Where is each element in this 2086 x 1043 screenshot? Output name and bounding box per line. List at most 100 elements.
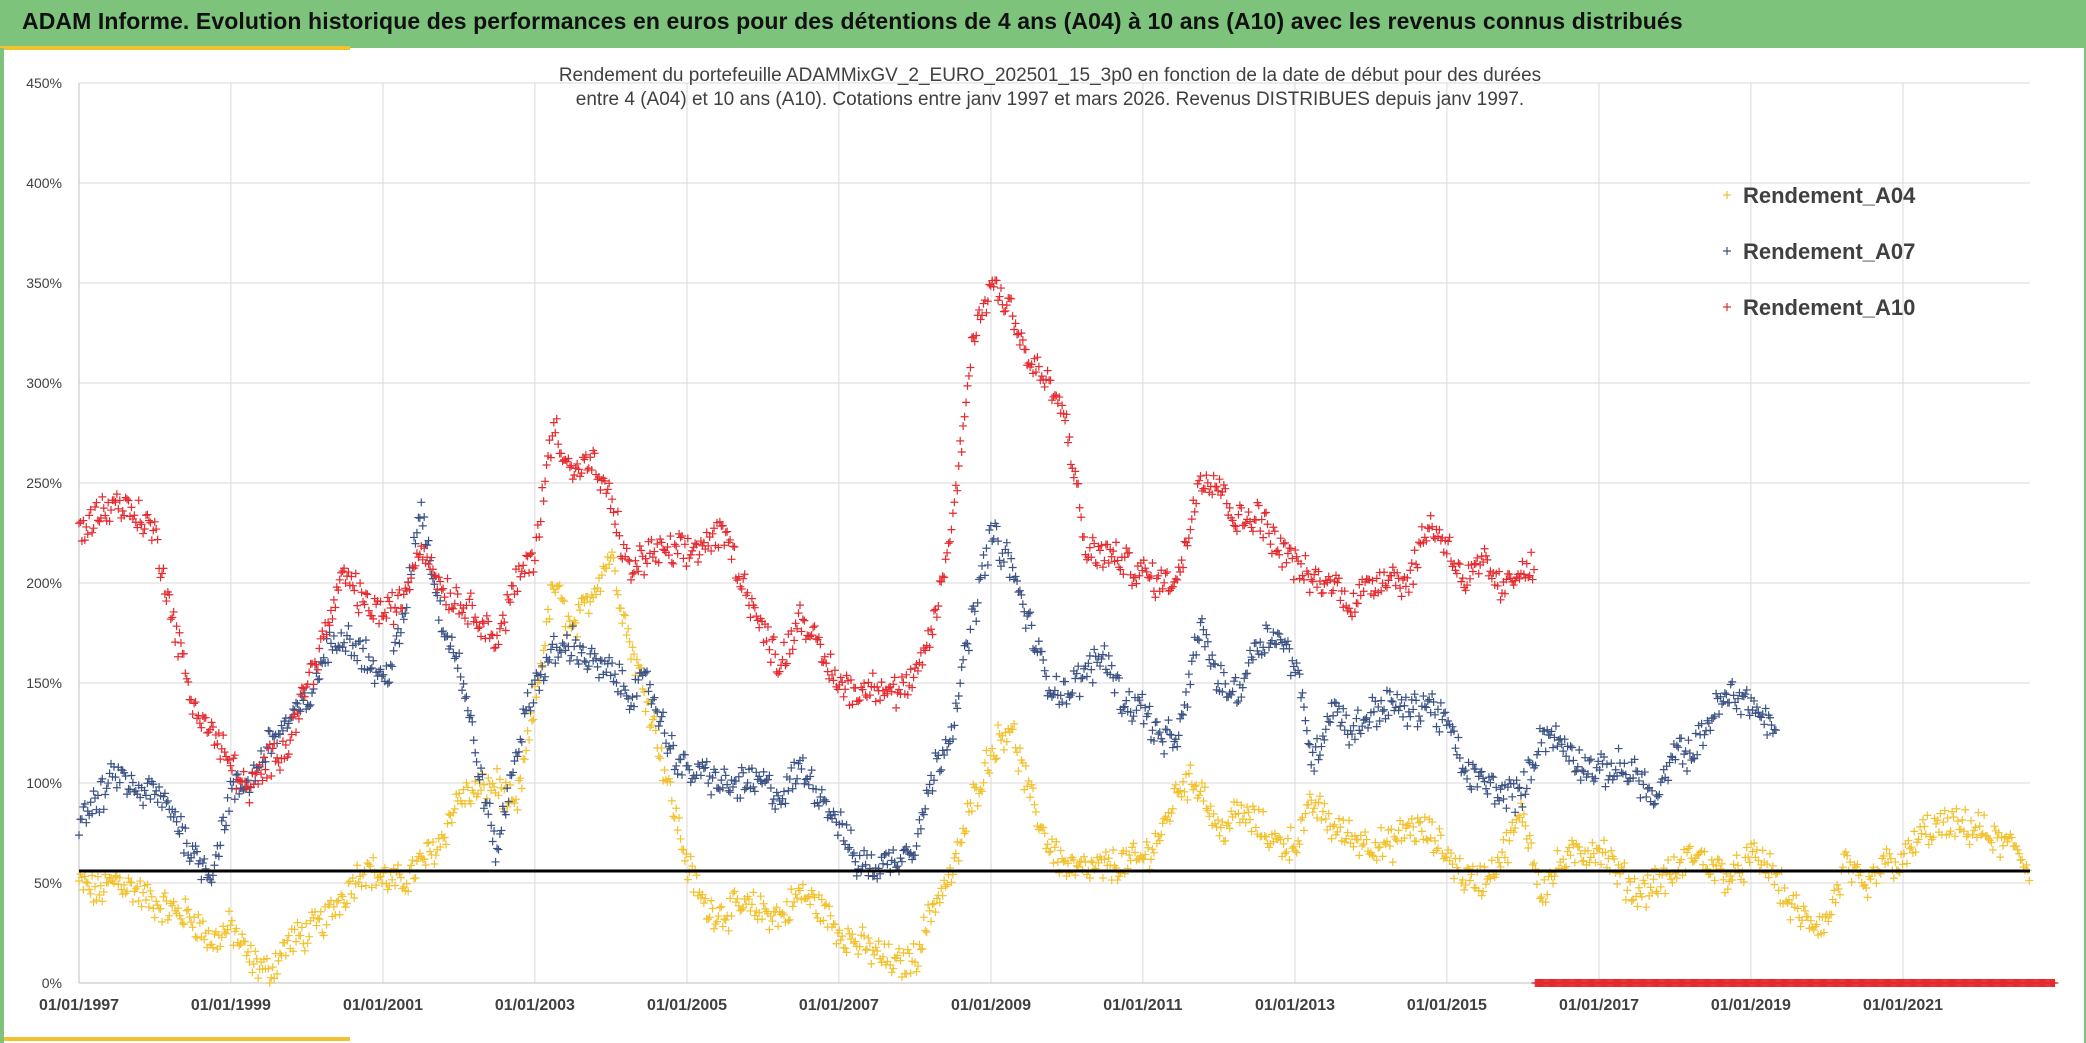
data-point — [292, 937, 301, 946]
data-point — [686, 852, 695, 861]
data-point — [192, 934, 201, 943]
data-point — [1445, 533, 1454, 542]
data-point — [1428, 817, 1437, 826]
data-point — [745, 895, 754, 904]
data-point — [1017, 329, 1026, 338]
data-point — [691, 539, 700, 548]
data-point — [1040, 829, 1049, 838]
data-point — [1448, 722, 1457, 731]
data-point — [1158, 584, 1167, 593]
data-point — [777, 800, 786, 809]
legend-item-Rendement_A07: Rendement_A07 — [1723, 239, 1915, 264]
data-point — [1225, 503, 1234, 512]
data-point — [1145, 573, 1154, 582]
data-point — [440, 593, 449, 602]
data-point — [1882, 845, 1891, 854]
x-tick-label: 01/01/2003 — [495, 997, 575, 1014]
data-point — [246, 941, 255, 950]
data-point — [133, 882, 142, 891]
data-point — [1275, 629, 1284, 638]
data-point — [934, 602, 943, 611]
data-point — [1058, 401, 1067, 410]
data-point — [175, 628, 184, 637]
data-point — [391, 638, 400, 647]
data-point — [341, 579, 350, 588]
data-point — [123, 790, 132, 799]
data-point — [1168, 743, 1177, 752]
data-point — [1183, 795, 1192, 804]
data-point — [1377, 823, 1386, 832]
data-point — [261, 757, 270, 766]
data-point — [1578, 857, 1587, 866]
data-point — [1669, 853, 1678, 862]
data-point — [142, 895, 151, 904]
data-point — [1570, 767, 1579, 776]
data-point — [929, 776, 938, 785]
data-point — [1164, 716, 1173, 725]
data-point — [405, 585, 414, 594]
data-point — [1251, 638, 1260, 647]
data-point — [1345, 604, 1354, 613]
data-point — [966, 625, 975, 634]
data-point — [1179, 777, 1188, 786]
data-point — [778, 655, 787, 664]
data-point — [1186, 680, 1195, 689]
data-point — [1549, 743, 1558, 752]
data-point — [600, 476, 609, 485]
data-point — [1422, 536, 1431, 545]
data-point — [1684, 844, 1693, 853]
data-point — [940, 751, 949, 760]
data-point — [270, 974, 279, 983]
data-point — [613, 507, 622, 516]
data-point — [1040, 382, 1049, 391]
data-point — [235, 941, 244, 950]
data-point — [728, 542, 737, 551]
data-point — [838, 678, 847, 687]
data-point — [755, 623, 764, 632]
data-point — [864, 933, 873, 942]
data-point — [1260, 832, 1269, 841]
data-point — [855, 696, 864, 705]
data-point — [200, 854, 209, 863]
data-point — [1369, 591, 1378, 600]
data-point — [1026, 793, 1035, 802]
data-point — [466, 711, 475, 720]
data-point — [101, 511, 110, 520]
data-point — [860, 932, 869, 941]
data-point — [1141, 703, 1150, 712]
data-point — [216, 841, 225, 850]
data-point — [289, 947, 298, 956]
data-point — [692, 871, 701, 880]
data-point — [456, 672, 465, 681]
data-point — [664, 551, 673, 560]
data-point — [889, 964, 898, 973]
data-point — [656, 754, 665, 763]
data-point — [91, 502, 100, 511]
data-point — [819, 916, 828, 925]
data-point — [525, 735, 534, 744]
data-point — [790, 758, 799, 767]
data-point — [612, 586, 621, 595]
data-point — [1754, 856, 1763, 865]
data-point — [860, 679, 869, 688]
data-point — [1433, 532, 1442, 541]
data-point — [903, 690, 912, 699]
data-point — [666, 777, 675, 786]
data-point — [1195, 476, 1204, 485]
data-point — [1005, 573, 1014, 582]
data-point — [168, 901, 177, 910]
data-point — [839, 692, 848, 701]
data-point — [1668, 878, 1677, 887]
data-point — [919, 810, 928, 819]
data-point — [308, 688, 317, 697]
data-point — [443, 632, 452, 641]
data-point — [89, 524, 98, 533]
data-point — [331, 603, 340, 612]
data-point — [899, 678, 908, 687]
data-point — [1696, 848, 1705, 857]
data-point — [798, 880, 807, 889]
data-point — [755, 908, 764, 917]
data-point — [586, 597, 595, 606]
data-point — [846, 675, 855, 684]
